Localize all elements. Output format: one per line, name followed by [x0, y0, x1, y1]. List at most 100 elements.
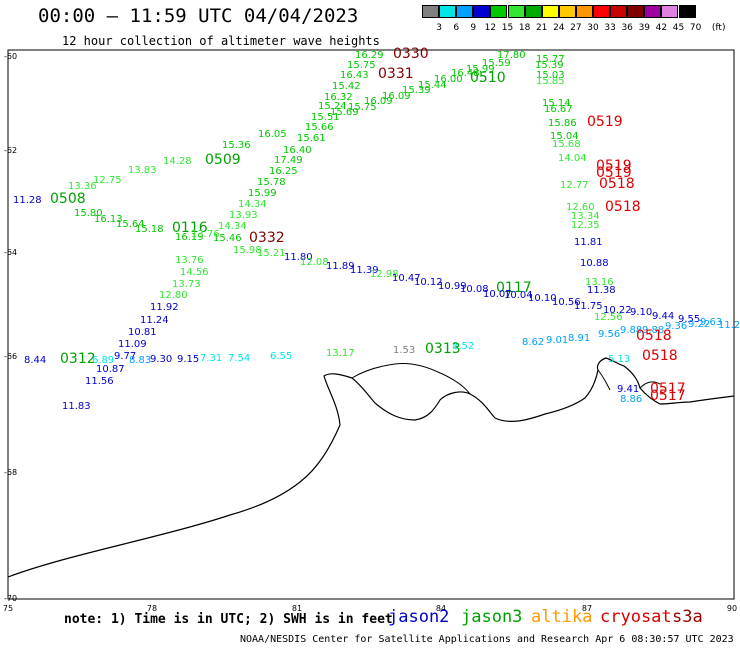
wave-height-value: 9.63: [700, 317, 722, 328]
pass-time-label: 0332: [249, 230, 285, 246]
wave-height-value: 13.76: [191, 229, 220, 240]
wave-height-value: 16.19: [175, 232, 204, 243]
page-subtitle: 12 hour collection of altimeter wave hei…: [62, 34, 380, 48]
wave-height-value: 15.69: [330, 107, 359, 118]
longitude-label: 75: [2, 604, 14, 613]
pass-time-label: 0508: [50, 191, 86, 207]
wave-height-value: 8.86: [620, 394, 642, 405]
wave-height-value: 12.60: [566, 202, 595, 213]
wave-height-value: 9.15: [177, 354, 199, 365]
satellite-jason2: jason2: [388, 607, 450, 627]
wave-height-value: 6.55: [270, 351, 292, 362]
wave-height-value: 11.24: [140, 315, 169, 326]
wave-height-value: 10.22: [603, 305, 632, 316]
wave-height-value: 13.17: [326, 348, 355, 359]
pass-time-label: 0518: [605, 199, 641, 215]
wave-height-value: 16.05: [258, 129, 287, 140]
page-title: 00:00 – 11:59 UTC 04/04/2023: [38, 5, 359, 27]
wave-height-value: 10.81: [128, 327, 157, 338]
pass-time-label: 0330: [393, 46, 429, 62]
wave-height-value: 17.80: [497, 50, 526, 61]
pass-time-label: 0510: [470, 70, 506, 86]
wave-height-value: 10.56: [552, 297, 581, 308]
wave-height-value: 11.56: [85, 376, 114, 387]
coastline-inlet: [351, 363, 661, 395]
wave-height-value: 16.67: [544, 104, 573, 115]
pass-time-label: 0312: [60, 351, 96, 367]
wave-height-value: 8.62: [522, 337, 544, 348]
longitude-label: 90: [726, 604, 738, 613]
colorbar-label: 42: [655, 23, 668, 33]
colorbar-label: 15: [501, 23, 514, 33]
wave-height-value: 13.34: [571, 211, 600, 222]
wave-height-value: 11.2: [718, 320, 740, 331]
wave-height-value: 15.44: [418, 80, 447, 91]
wave-height-value: 11.75: [574, 301, 603, 312]
satellite-s3a: s3a: [672, 607, 703, 627]
satellite-cryosat: cryosat: [600, 607, 672, 627]
colorbar-swatch: [490, 5, 508, 18]
wave-height-value: 13.76: [175, 255, 204, 266]
pass-time-label: 0517: [650, 381, 686, 397]
wave-height-value: 16.25: [269, 166, 298, 177]
pass-time-label: 0116: [172, 220, 208, 236]
colorbar-swatch: [558, 5, 576, 18]
pass-time-label: 0518: [599, 176, 635, 192]
wave-height-value: 15.99: [466, 64, 495, 75]
wave-height-value: 15.46: [213, 233, 242, 244]
wave-height-value: 9.30: [150, 354, 172, 365]
colorbar-label: 9: [470, 23, 477, 33]
wave-height-value: 10.08: [460, 284, 489, 295]
wave-height-value: 16.32: [324, 92, 353, 103]
wave-height-value: 13.83: [128, 165, 157, 176]
wave-height-value: 15.78: [257, 177, 286, 188]
wave-height-value: 15.75: [348, 102, 377, 113]
pass-time-label: 0517: [650, 388, 686, 404]
colorbar-label: 33: [604, 23, 616, 33]
colorbar-label: 70: [689, 23, 702, 33]
wave-height-value: 8.44: [24, 355, 46, 366]
wave-height-value: 8.91: [568, 333, 590, 344]
pass-time-label: 0331: [378, 66, 414, 82]
map-frame: [7, 49, 735, 600]
footer-credit: NOAA/NESDIS Center for Satellite Applica…: [240, 634, 734, 645]
colorbar-label: 39: [638, 23, 651, 33]
colorbar-swatch: [627, 5, 645, 18]
wave-height-value: 12.35: [571, 220, 600, 231]
wave-height-value: 8.83: [129, 355, 151, 366]
wave-height-value: 9.22: [688, 319, 710, 330]
wave-height-value: 9.88: [642, 325, 664, 336]
wave-height-value: 11.92: [150, 302, 179, 313]
wave-height-value: 5.13: [608, 354, 630, 365]
wave-height-value: 7.31: [200, 353, 222, 364]
wave-height-value: 15.03: [536, 70, 565, 81]
wave-height-value: 14.34: [238, 199, 267, 210]
wave-height-value: 9.77: [114, 351, 136, 362]
colorbar-label: 21: [535, 23, 548, 33]
wave-height-value: 15.80: [74, 208, 103, 219]
colorbar-swatch: [439, 5, 457, 18]
wave-height-value: 12.08: [300, 257, 329, 268]
satellite-jason3: jason3: [461, 607, 523, 627]
colorbar-swatch: [473, 5, 491, 18]
wave-height-value: 15.77: [536, 54, 565, 65]
wave-height-value: 15.39: [402, 85, 431, 96]
latitude-label: -64: [4, 248, 18, 257]
colorbar-swatch: [422, 5, 439, 18]
wave-height-value: 11.81: [574, 237, 603, 248]
longitude-label: 84: [435, 604, 447, 613]
wave-height-value: 15.98: [233, 245, 262, 256]
wave-height-value: 15.21: [257, 248, 286, 259]
pass-time-label: 0518: [636, 328, 672, 344]
wave-height-value: 7.54: [228, 353, 250, 364]
wave-height-value: 11.83: [62, 401, 91, 412]
pass-time-label: 0519: [596, 158, 632, 174]
pass-time-label: 0519: [596, 165, 632, 181]
wave-height-value: 12.75: [93, 175, 122, 186]
longitude-label: 81: [291, 604, 303, 613]
wave-height-value: 10.12: [414, 277, 443, 288]
wave-height-value: 11.38: [587, 285, 616, 296]
wave-height-value: 15.18: [135, 224, 164, 235]
wave-height-value: 9.44: [652, 311, 674, 322]
